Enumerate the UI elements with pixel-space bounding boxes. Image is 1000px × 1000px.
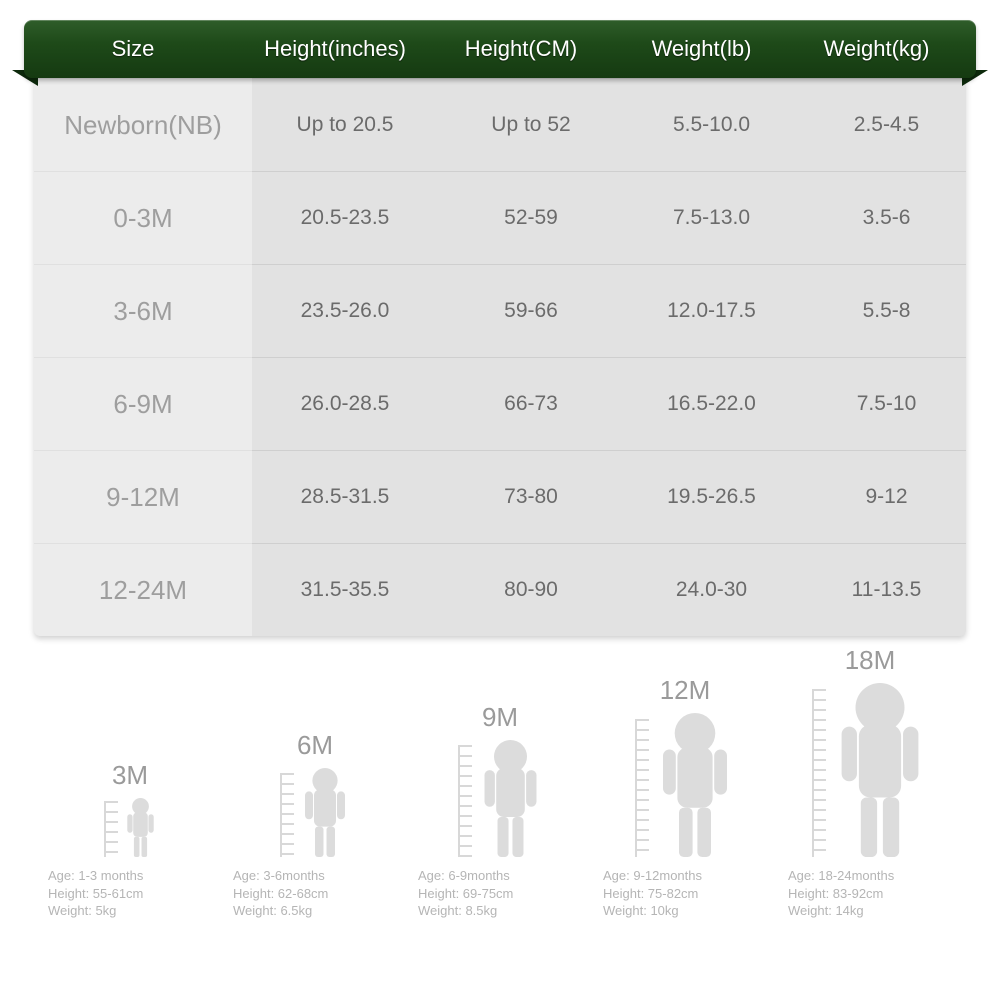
table-row: 0-3M 20.5-23.5 52-59 7.5-13.0 3.5-6 (34, 171, 966, 264)
size-chart: Size Height(inches) Height(CM) Weight(lb… (0, 0, 1000, 920)
stage-label: 3M (112, 760, 148, 791)
growth-stage: 3M Age: 1-3 monthsHeight: 55-61cmWeight:… (40, 760, 220, 920)
stage-caption: Age: 18-24monthsHeight: 83-92cmWeight: 1… (780, 867, 894, 920)
table-row: 6-9M 26.0-28.5 66-73 16.5-22.0 7.5-10 (34, 357, 966, 450)
stage-figure (812, 682, 928, 857)
cell-size: Newborn(NB) (34, 110, 252, 141)
cell-weight-kg: 9-12 (799, 485, 966, 509)
cell-height-cm: 59-66 (438, 299, 624, 323)
table-row: 9-12M 28.5-31.5 73-80 19.5-26.5 9-12 (34, 450, 966, 543)
size-table: Newborn(NB) Up to 20.5 Up to 52 5.5-10.0… (34, 78, 966, 636)
stage-label: 12M (660, 675, 711, 706)
cell-height-in: 20.5-23.5 (252, 206, 438, 230)
cell-height-in: 23.5-26.0 (252, 299, 438, 323)
stage-caption: Age: 6-9monthsHeight: 69-75cmWeight: 8.5… (410, 867, 513, 920)
stage-label: 6M (297, 730, 333, 761)
child-silhouette-icon (300, 767, 350, 857)
cell-height-cm: 80-90 (438, 578, 624, 602)
cell-weight-kg: 11-13.5 (799, 578, 966, 602)
ruler-icon (280, 773, 294, 857)
cell-weight-kg: 2.5-4.5 (799, 113, 966, 137)
growth-stage: 9M Age: 6-9monthsHeight: 69-75cmWeight: … (410, 702, 590, 920)
cell-size: 3-6M (34, 296, 252, 327)
cell-height-cm: 52-59 (438, 206, 624, 230)
table-header-ribbon: Size Height(inches) Height(CM) Weight(lb… (14, 20, 986, 84)
cell-height-cm: 73-80 (438, 485, 624, 509)
stage-label: 9M (482, 702, 518, 733)
stage-figure (104, 797, 157, 857)
cell-size: 0-3M (34, 203, 252, 234)
stage-label: 18M (845, 645, 896, 676)
cell-weight-kg: 3.5-6 (799, 206, 966, 230)
cell-height-in: 26.0-28.5 (252, 392, 438, 416)
col-header-weight-kg: Weight(kg) (789, 38, 964, 60)
cell-height-in: 31.5-35.5 (252, 578, 438, 602)
ruler-icon (104, 801, 118, 857)
cell-size: 9-12M (34, 482, 252, 513)
stage-caption: Age: 1-3 monthsHeight: 55-61cmWeight: 5k… (40, 867, 143, 920)
stage-figure (280, 767, 350, 857)
col-header-weight-lb: Weight(lb) (614, 38, 789, 60)
table-row: 3-6M 23.5-26.0 59-66 12.0-17.5 5.5-8 (34, 264, 966, 357)
ruler-icon (458, 745, 472, 857)
growth-stage: 18M Age: 18-24monthsHeight: 83-92cmWeigh… (780, 645, 960, 920)
cell-weight-kg: 7.5-10 (799, 392, 966, 416)
cell-weight-lb: 19.5-26.5 (624, 485, 799, 509)
growth-stage: 12M Age: 9-12monthsHeight: 75-82cmWeight… (595, 675, 775, 920)
cell-weight-lb: 7.5-13.0 (624, 206, 799, 230)
child-silhouette-icon (124, 797, 157, 857)
growth-stages: 3M Age: 1-3 monthsHeight: 55-61cmWeight:… (40, 660, 960, 920)
cell-weight-lb: 12.0-17.5 (624, 299, 799, 323)
stage-caption: Age: 3-6monthsHeight: 62-68cmWeight: 6.5… (225, 867, 328, 920)
cell-height-cm: Up to 52 (438, 113, 624, 137)
child-silhouette-icon (655, 712, 735, 857)
col-header-height-cm: Height(CM) (428, 38, 614, 60)
cell-height-cm: 66-73 (438, 392, 624, 416)
ruler-icon (812, 689, 826, 857)
stage-figure (458, 739, 543, 857)
col-header-size: Size (24, 38, 242, 60)
cell-weight-lb: 5.5-10.0 (624, 113, 799, 137)
cell-weight-kg: 5.5-8 (799, 299, 966, 323)
stage-figure (635, 712, 735, 857)
child-silhouette-icon (832, 682, 928, 857)
cell-size: 6-9M (34, 389, 252, 420)
stage-caption: Age: 9-12monthsHeight: 75-82cmWeight: 10… (595, 867, 702, 920)
table-row: 12-24M 31.5-35.5 80-90 24.0-30 11-13.5 (34, 543, 966, 636)
cell-weight-lb: 24.0-30 (624, 578, 799, 602)
child-silhouette-icon (478, 739, 543, 857)
cell-height-in: Up to 20.5 (252, 113, 438, 137)
cell-weight-lb: 16.5-22.0 (624, 392, 799, 416)
ruler-icon (635, 719, 649, 857)
table-header: Size Height(inches) Height(CM) Weight(lb… (24, 20, 976, 78)
cell-height-in: 28.5-31.5 (252, 485, 438, 509)
growth-stage: 6M Age: 3-6monthsHeight: 62-68cmWeight: … (225, 730, 405, 920)
table-row: Newborn(NB) Up to 20.5 Up to 52 5.5-10.0… (34, 78, 966, 171)
col-header-height-in: Height(inches) (242, 38, 428, 60)
cell-size: 12-24M (34, 575, 252, 606)
